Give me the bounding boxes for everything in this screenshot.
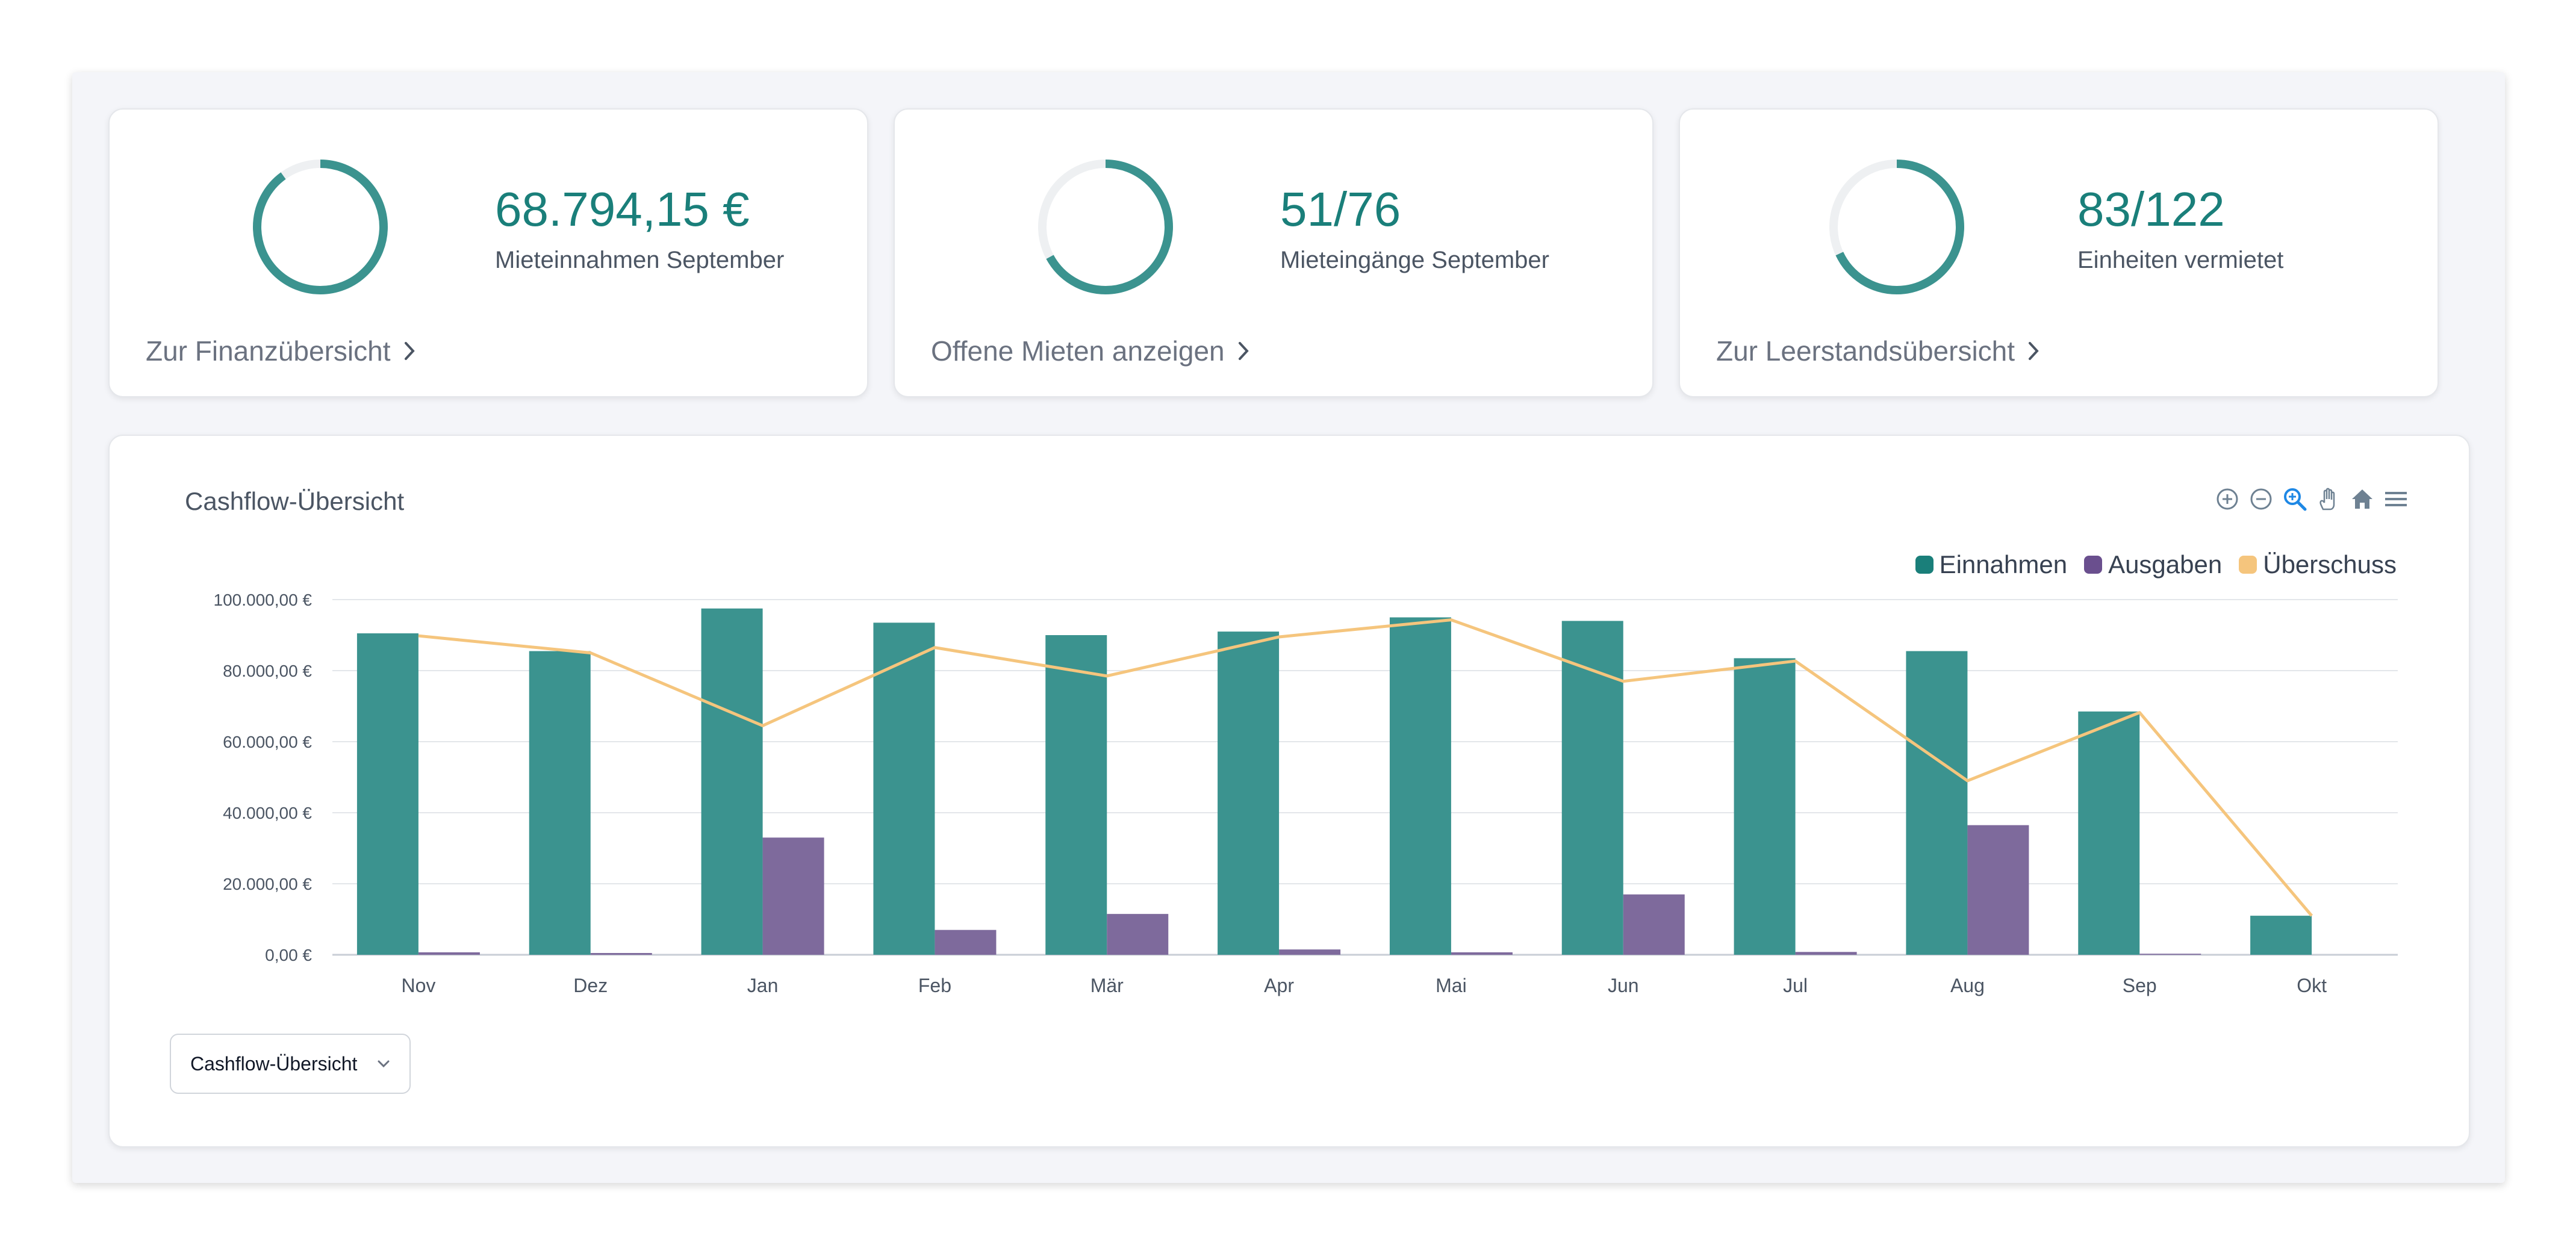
- line-ueberschuss: [418, 618, 2313, 917]
- bar-ausgaben[interactable]: [1795, 952, 1857, 955]
- kpi-value: 68.794,15 €: [495, 182, 750, 236]
- bar-einnahmen[interactable]: [1906, 651, 1968, 955]
- bar-ausgaben[interactable]: [762, 837, 824, 955]
- cashflow-chart-card: 0,00 € 20.000,00 € 40.000,00 € 60.000,00 € 8…: [108, 435, 2470, 1147]
- x-tick-label: Feb: [918, 975, 951, 996]
- legend-item-einnahmen[interactable]: Einnahmen: [1915, 550, 2067, 579]
- x-tick-label: Mai: [1436, 975, 1467, 996]
- bar-einnahmen[interactable]: [873, 622, 935, 955]
- bar-ausgaben[interactable]: [2139, 954, 2201, 955]
- bar-ausgaben[interactable]: [1279, 949, 1341, 955]
- x-tick-label: Jun: [1608, 975, 1639, 996]
- legend-item-ueberschuss[interactable]: Überschuss: [2239, 550, 2397, 579]
- bar-einnahmen[interactable]: [2078, 711, 2140, 955]
- kpi-card-revenue: 68.794,15 € Mieteinnahmen September Zur …: [108, 108, 868, 397]
- bar-einnahmen[interactable]: [2250, 916, 2312, 955]
- x-tick-label: Dez: [573, 975, 608, 996]
- x-tick-label: Okt: [2297, 975, 2327, 996]
- kpi-label: Einheiten vermietet: [2077, 247, 2284, 273]
- bar-einnahmen[interactable]: [1389, 617, 1451, 955]
- bar-einnahmen[interactable]: [529, 651, 591, 955]
- chart-type-select[interactable]: Cashflow-Übersicht: [170, 1034, 411, 1094]
- select-value: Cashflow-Übersicht: [190, 1052, 358, 1075]
- cashflow-chart: 0,00 € 20.000,00 € 40.000,00 € 60.000,00 € 8…: [214, 591, 2398, 996]
- chart-title: Cashflow-Übersicht: [185, 487, 405, 515]
- chart-legend: Einnahmen Ausgaben Überschuss: [1915, 550, 2397, 579]
- y-tick-label: 0,00 €: [265, 946, 312, 964]
- chevron-down-icon: [378, 1060, 390, 1068]
- legend-swatch: [2084, 556, 2103, 574]
- link-label: Zur Finanzübersicht: [146, 335, 391, 367]
- bar-ausgaben[interactable]: [1451, 952, 1513, 955]
- x-tick-label: Apr: [1264, 975, 1294, 996]
- chart-toolbar: [2215, 486, 2409, 512]
- bar-einnahmen[interactable]: [1734, 658, 1796, 955]
- kpi-label: Mieteinnahmen September: [495, 247, 785, 273]
- bar-einnahmen[interactable]: [356, 633, 418, 955]
- finance-overview-link[interactable]: Zur Finanzübersicht: [146, 335, 416, 367]
- legend-label: Einnahmen: [1939, 550, 2068, 579]
- pan-icon[interactable]: [2316, 486, 2341, 512]
- kpi-value: 83/122: [2077, 182, 2225, 236]
- zoom-out-icon[interactable]: [2248, 486, 2274, 512]
- bar-ausgaben[interactable]: [1967, 825, 2029, 955]
- legend-label: Überschuss: [2263, 550, 2397, 579]
- link-label: Zur Leerstandsübersicht: [1716, 335, 2015, 367]
- dashboard-panel: 68.794,15 € Mieteinnahmen September Zur …: [72, 72, 2505, 1183]
- bar-einnahmen[interactable]: [1218, 632, 1280, 955]
- chevron-right-icon: [2029, 342, 2039, 360]
- chevron-right-icon: [404, 342, 415, 360]
- menu-icon[interactable]: [2383, 486, 2409, 512]
- chevron-right-icon: [1238, 342, 1249, 360]
- kpi-card-rent-receipts: 51/76 Mieteingänge September Offene Miet…: [894, 108, 1654, 397]
- x-tick-label: Jul: [1783, 975, 1808, 996]
- bar-ausgaben[interactable]: [1107, 914, 1169, 955]
- bar-einnahmen[interactable]: [701, 608, 763, 955]
- home-icon[interactable]: [2350, 486, 2375, 512]
- kpi-label: Mieteingänge September: [1280, 247, 1549, 273]
- y-tick-label: 20.000,00 €: [223, 875, 312, 893]
- legend-item-ausgaben[interactable]: Ausgaben: [2084, 550, 2222, 579]
- y-tick-label: 40.000,00 €: [223, 804, 312, 822]
- ring-progress: [1038, 160, 1173, 294]
- legend-label: Ausgaben: [2108, 550, 2223, 579]
- x-tick-label: Sep: [2123, 975, 2157, 996]
- progress-ring: [1038, 160, 1173, 294]
- x-tick-label: Jan: [747, 975, 779, 996]
- kpi-card-units: 83/122 Einheiten vermietet Zur Leerstand…: [1679, 108, 2439, 397]
- progress-ring: [253, 160, 388, 294]
- selection-zoom-icon[interactable]: [2282, 486, 2307, 512]
- x-tick-label: Nov: [401, 975, 435, 996]
- kpi-value: 51/76: [1280, 182, 1401, 236]
- y-tick-label: 100.000,00 €: [214, 591, 313, 609]
- legend-swatch: [2239, 556, 2257, 574]
- ring-progress: [1829, 160, 1964, 294]
- x-tick-label: Mär: [1090, 975, 1124, 996]
- bar-ausgaben[interactable]: [935, 930, 997, 955]
- legend-swatch: [1915, 556, 1934, 574]
- x-tick-label: Aug: [1950, 975, 1985, 996]
- bar-ausgaben[interactable]: [590, 953, 652, 955]
- bar-ausgaben[interactable]: [418, 952, 480, 955]
- zoom-in-icon[interactable]: [2215, 486, 2240, 512]
- open-rents-link[interactable]: Offene Mieten anzeigen: [931, 335, 1250, 367]
- ring-progress: [253, 160, 388, 294]
- y-tick-label: 80.000,00 €: [223, 662, 312, 680]
- link-label: Offene Mieten anzeigen: [931, 335, 1225, 367]
- vacancy-overview-link[interactable]: Zur Leerstandsübersicht: [1716, 335, 2040, 367]
- progress-ring: [1829, 160, 1964, 294]
- y-tick-label: 60.000,00 €: [223, 733, 312, 751]
- bar-ausgaben[interactable]: [1623, 894, 1685, 955]
- bar-einnahmen[interactable]: [1045, 635, 1107, 955]
